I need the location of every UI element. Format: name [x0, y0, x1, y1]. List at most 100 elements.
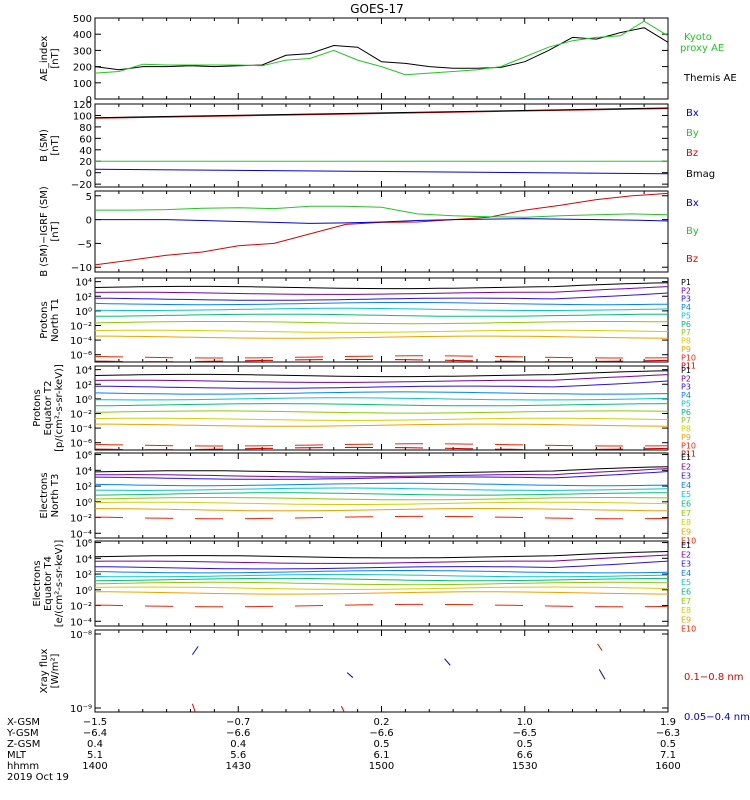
- y-tick-label: −10: [71, 263, 92, 274]
- x-axis-value: 0.4: [87, 739, 103, 750]
- y-tick-label: 10⁰: [75, 395, 92, 406]
- y-axis-label: Equator T4: [43, 556, 54, 611]
- legend-p3: P3: [681, 383, 691, 392]
- y-tick-label: 10⁻⁴: [70, 617, 92, 628]
- channel-line-e4: [94, 570, 669, 574]
- x-axis-value: 1.0: [517, 717, 533, 728]
- legend-xray-short: 0.05−0.4 nm: [684, 712, 750, 723]
- legend-p10: P10: [681, 441, 696, 450]
- channel-line-e9: [94, 508, 669, 512]
- xray-segment: [598, 669, 606, 680]
- y-tick-label: 0: [86, 216, 92, 227]
- panel-frame: [94, 629, 669, 713]
- channel-line-p10: [94, 443, 669, 447]
- y-tick-label: 10⁻⁹: [70, 704, 92, 715]
- legend-e4: E4: [681, 481, 691, 490]
- x-axis-value: −6.3: [656, 728, 680, 739]
- series-line-by: [95, 205, 669, 218]
- y-tick-label: 10⁴: [75, 278, 92, 289]
- y-tick-label: 5: [86, 192, 92, 203]
- x-axis-value: 1.9: [660, 717, 676, 728]
- channel-line-p10: [94, 355, 669, 359]
- legend-p7: P7: [681, 328, 691, 337]
- y-tick-label: 10⁻⁴: [70, 336, 92, 347]
- panel-7: 10⁶ 10⁴ 10² 10⁰ 10⁻² 10⁻⁴ Electrons Equator T4[…: [32, 539, 696, 634]
- y-tick-label: 10⁶: [75, 539, 92, 550]
- xray-segment: [346, 672, 354, 678]
- channel-line-p1: [94, 282, 669, 290]
- series-line-themis-ae: [94, 27, 669, 71]
- y-tick-label: 10⁻²: [70, 602, 92, 613]
- panel-5: 10⁴ 10² 10⁰ 10⁻² 10⁻⁴ 10⁻⁶ Protons Equator T2 [p…: [32, 364, 696, 459]
- y-axis-label: North T1: [50, 298, 61, 342]
- channel-line-e4: [94, 482, 669, 487]
- legend-xray-long: 0.1−0.8 nm: [684, 672, 743, 683]
- channel-line-e3: [94, 471, 669, 480]
- series-line-kyoto-proxy-ae: [94, 20, 669, 76]
- channel-line-p5: [94, 397, 669, 401]
- channel-line-p2: [94, 374, 669, 383]
- legend-e4: E4: [681, 569, 691, 578]
- y-tick-label: 10⁰: [75, 498, 92, 509]
- y-tick-label: 10⁻⁴: [70, 529, 92, 540]
- x-axis-value: 1600: [655, 761, 680, 772]
- x-row-label: MLT: [7, 750, 27, 761]
- legend-e1: E1: [681, 541, 691, 550]
- y-tick-label: 10⁻²: [70, 514, 92, 525]
- x-row-label: X-GSM: [7, 717, 40, 728]
- channel-line-e7: [94, 581, 669, 586]
- legend-e9: E9: [681, 615, 691, 624]
- x-axis-value: −6.6: [369, 728, 393, 739]
- legend-e7: E7: [681, 509, 691, 518]
- series-line-bz: [94, 108, 669, 119]
- y-tick-label: 10⁻⁶: [70, 351, 92, 362]
- y-tick-label: 10²: [75, 292, 92, 303]
- legend-p5: P5: [681, 399, 691, 408]
- x-row-label: hhmm: [7, 761, 39, 772]
- channel-line-p7: [94, 410, 669, 414]
- channel-line-p9: [95, 335, 669, 339]
- series-line-bmag: [94, 107, 669, 119]
- panel-frame: [94, 540, 669, 627]
- y-axis-label: [e/(cm²-s-sr-keV)]: [54, 540, 65, 628]
- x-axis-value: 0.2: [374, 717, 390, 728]
- legend-e5: E5: [681, 578, 691, 587]
- x-axis-value: 7.1: [660, 750, 676, 761]
- y-tick-label: 100: [73, 111, 92, 122]
- y-axis-label: [p/(cm²-s-sr-keV)]: [54, 364, 65, 452]
- y-tick-label: 80: [79, 123, 92, 134]
- legend-themis-ae: Themis AE: [683, 73, 737, 84]
- y-tick-label: −20: [71, 180, 92, 191]
- y-tick-label: −5: [77, 239, 92, 250]
- legend-p1: P1: [681, 278, 691, 287]
- channel-line-p9: [95, 423, 669, 427]
- y-axis-label: Electrons: [32, 560, 43, 606]
- channel-line-p7: [94, 321, 669, 325]
- y-tick-label: 100: [73, 79, 92, 90]
- xray-segment: [597, 643, 603, 651]
- y-tick-label: 10⁻⁶: [70, 439, 92, 450]
- legend-bz: Bz: [686, 148, 698, 159]
- y-axis-label: Equator T2: [43, 381, 54, 436]
- x-axis-value: 1400: [82, 761, 107, 772]
- legend-bx: Bx: [686, 198, 699, 209]
- channel-line-p6: [94, 313, 668, 317]
- channel-line-e7: [94, 497, 669, 501]
- y-tick-label: 0: [86, 95, 92, 106]
- panel-8: 10⁻⁸ 10⁻⁹ Xray flux [W/m²] 0.1−0.8 nm 0.05−0.…: [39, 629, 750, 723]
- y-tick-label: 10⁶: [75, 451, 92, 462]
- y-tick-label: 10⁻⁸: [70, 630, 92, 641]
- legend-e2: E2: [681, 462, 691, 471]
- legend-p4: P4: [681, 303, 691, 312]
- legend-e5: E5: [681, 490, 691, 499]
- x-axis-value: 1530: [512, 761, 537, 772]
- legend-e3: E3: [681, 560, 691, 569]
- date-label: 2019 Oct 19: [7, 772, 69, 783]
- channel-line-p5: [94, 307, 669, 311]
- legend-by: By: [686, 128, 699, 139]
- y-tick-label: 10⁴: [75, 554, 92, 565]
- y-tick-label: 10⁰: [75, 586, 92, 597]
